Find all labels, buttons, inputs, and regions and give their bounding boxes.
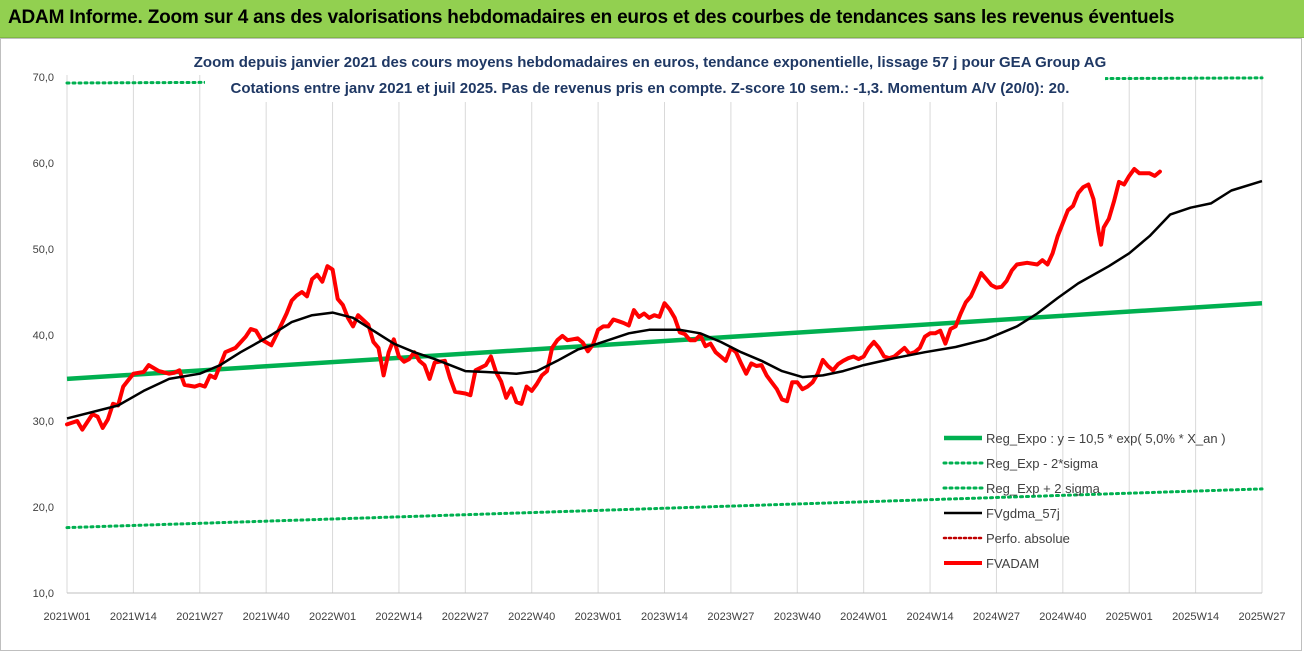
x-tick-label: 2024W14	[907, 611, 954, 623]
legend-fvgdma-label: FVgdma_57j	[986, 506, 1060, 521]
y-tick-label: 30,0	[33, 416, 54, 428]
report-banner: ADAM Informe. Zoom sur 4 ans des valoris…	[0, 0, 1304, 38]
x-tick-label: 2024W40	[1039, 611, 1086, 623]
legend-perfo-label: Perfo. absolue	[986, 531, 1070, 546]
y-tick-label: 10,0	[33, 588, 54, 600]
chart-subtitle: Cotations entre janv 2021 et juil 2025. …	[231, 80, 1070, 97]
x-tick-label: 2023W40	[774, 611, 821, 623]
x-tick-label: 2021W40	[243, 611, 290, 623]
legend-reg-exp-plus-label: Reg_Exp + 2 sigma	[986, 481, 1101, 496]
x-tick-label: 2022W27	[442, 611, 489, 623]
x-tick-label: 2021W27	[176, 611, 223, 623]
x-axis-ticks: 2021W01 2021W14 2021W27 2021W40 2022W01 2022W…	[43, 611, 1285, 623]
series-reg-exp-plus-2sigma	[65, 487, 1264, 530]
x-tick-label: 2022W40	[508, 611, 555, 623]
x-tick-label: 2025W01	[1106, 611, 1153, 623]
y-axis-ticks: 10,0 20,0 30,0 40,0 50,0 60,0 70,0	[33, 72, 54, 600]
chart-legend: Reg_Expo : y = 10,5 * exp( 5,0% * X_an )…	[942, 431, 1226, 571]
y-tick-label: 20,0	[33, 502, 54, 514]
y-tick-label: 60,0	[33, 158, 54, 170]
x-tick-label: 2025W14	[1172, 611, 1219, 623]
series-fvadam	[65, 167, 1162, 432]
chart-frame	[0, 38, 1302, 651]
x-tick-label: 2022W14	[375, 611, 422, 623]
x-tick-label: 2023W27	[707, 611, 754, 623]
legend-reg-expo-label: Reg_Expo : y = 10,5 * exp( 5,0% * X_an )	[986, 431, 1226, 446]
x-tick-label: 2024W27	[973, 611, 1020, 623]
chart-title: Zoom depuis janvier 2021 des cours moyen…	[194, 54, 1107, 71]
y-tick-label: 50,0	[33, 244, 54, 256]
x-tick-label: 2024W01	[840, 611, 887, 623]
x-tick-label: 2025W27	[1238, 611, 1285, 623]
x-tick-label: 2023W14	[641, 611, 688, 623]
report-title: ADAM Informe. Zoom sur 4 ans des valoris…	[8, 7, 1175, 28]
series-fvgdma-57j	[66, 179, 1263, 420]
series-reg-expo	[66, 300, 1263, 382]
legend-reg-exp-minus-label: Reg_Exp - 2*sigma	[986, 456, 1099, 471]
y-tick-label: 70,0	[33, 72, 54, 84]
x-tick-label: 2021W01	[43, 611, 90, 623]
y-tick-label: 40,0	[33, 330, 54, 342]
x-tick-label: 2023W01	[575, 611, 622, 623]
x-tick-label: 2021W14	[110, 611, 157, 623]
x-tick-label: 2022W01	[309, 611, 356, 623]
title-backdrop	[205, 46, 1105, 102]
legend-fvadam-label: FVADAM	[986, 556, 1039, 571]
